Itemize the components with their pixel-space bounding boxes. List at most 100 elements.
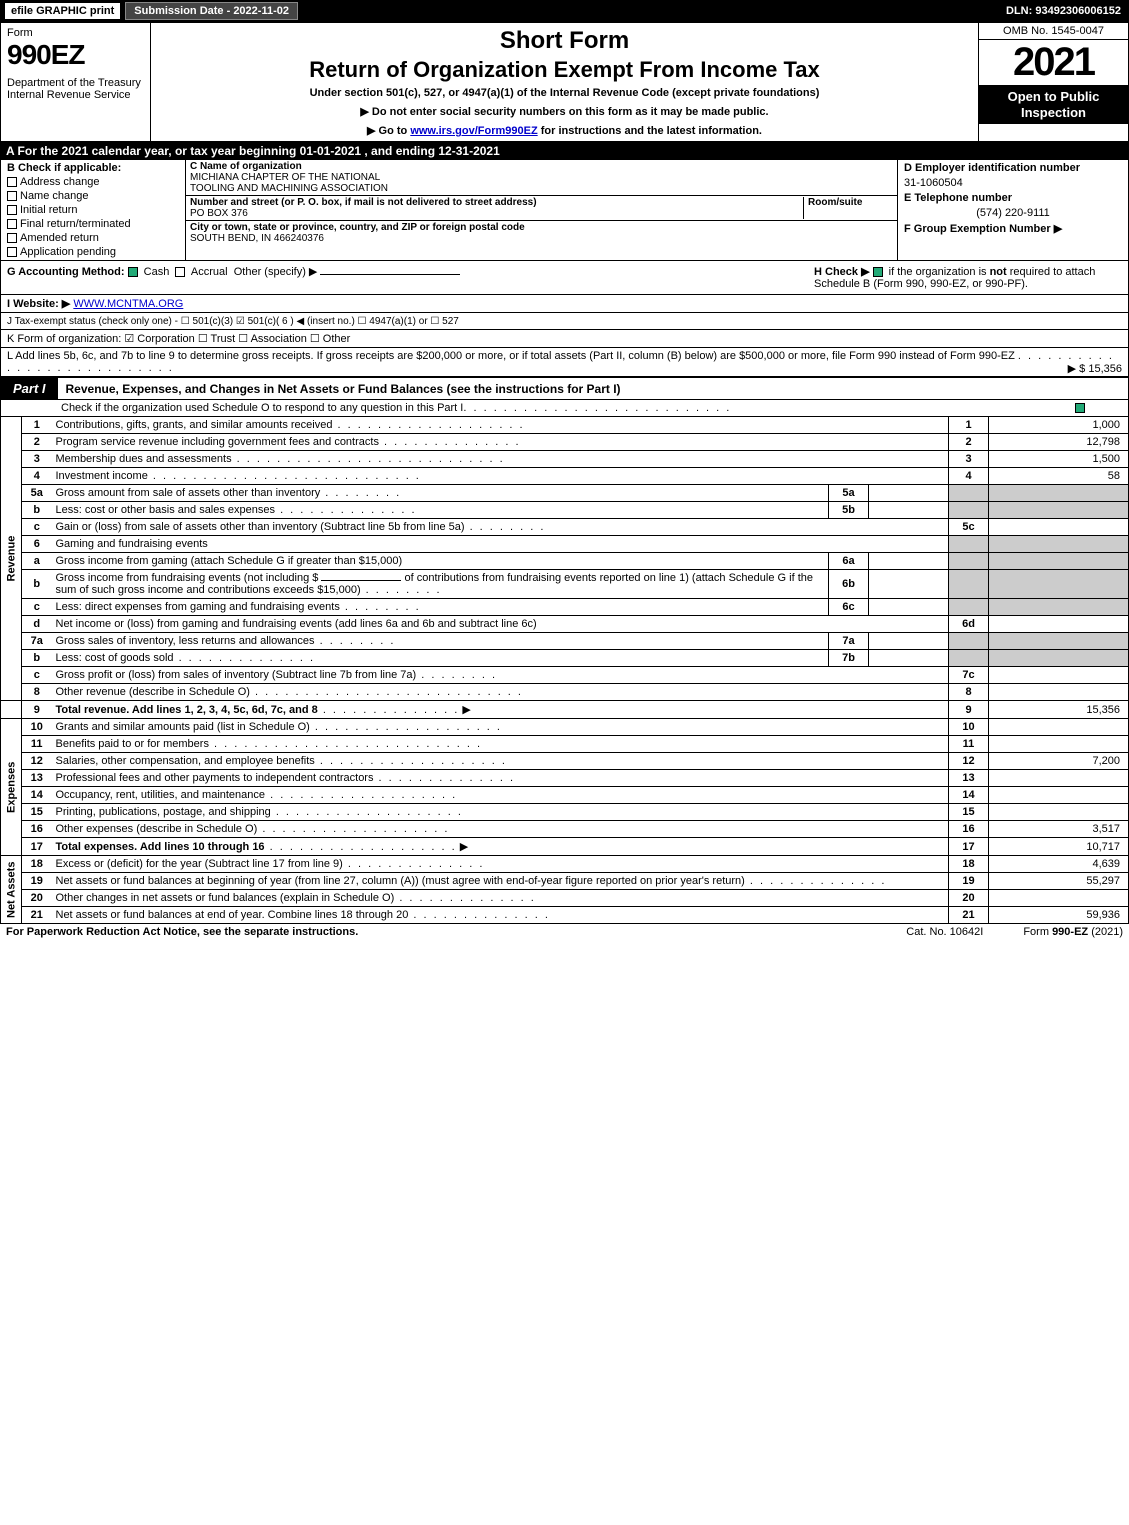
- l11-val: [989, 736, 1129, 753]
- l15-val: [989, 804, 1129, 821]
- part-1-sub-dots: [463, 402, 731, 414]
- l3-desc: Membership dues and assessments: [56, 453, 232, 465]
- l15-num: 15: [22, 804, 52, 821]
- l6a-desc: Gross income from gaming (attach Schedul…: [52, 553, 829, 570]
- part-1-header: Part I Revenue, Expenses, and Changes in…: [0, 377, 1129, 400]
- l4-rnum: 4: [949, 468, 989, 485]
- l6a-sub: 6a: [829, 553, 869, 570]
- other-specify-input[interactable]: [320, 274, 460, 275]
- chk-final-return[interactable]: Final return/terminated: [7, 218, 179, 230]
- line-21: 21 Net assets or fund balances at end of…: [1, 907, 1129, 924]
- chk-accrual[interactable]: [175, 267, 185, 277]
- l5c-val: [989, 519, 1129, 536]
- l20-rnum: 20: [949, 890, 989, 907]
- line-15: 15 Printing, publications, postage, and …: [1, 804, 1129, 821]
- l5b-rnum: [949, 502, 989, 519]
- chk-initial-return[interactable]: Initial return: [7, 204, 179, 216]
- form-label: Form: [7, 27, 144, 39]
- l5b-rval: [989, 502, 1129, 519]
- omb-label: OMB No. 1545-0047: [979, 23, 1128, 40]
- l7a-num: 7a: [22, 633, 52, 650]
- l7a-desc: Gross sales of inventory, less returns a…: [56, 635, 315, 647]
- topbar-left: efile GRAPHIC print Submission Date - 20…: [0, 2, 298, 20]
- l20-num: 20: [22, 890, 52, 907]
- footer-center: Cat. No. 10642I: [906, 926, 983, 938]
- l8-num: 8: [22, 684, 52, 701]
- l6c-num: c: [22, 599, 52, 616]
- l14-rnum: 14: [949, 787, 989, 804]
- line-5c: c Gain or (loss) from sale of assets oth…: [1, 519, 1129, 536]
- l6a-rnum: [949, 553, 989, 570]
- line-11: 11 Benefits paid to or for members 11: [1, 736, 1129, 753]
- l11-num: 11: [22, 736, 52, 753]
- row-j: J Tax-exempt status (check only one) - ☐…: [0, 313, 1129, 330]
- chk-address-change[interactable]: Address change: [7, 176, 179, 188]
- l7b-rnum: [949, 650, 989, 667]
- header-left: Form 990EZ Department of the Treasury In…: [1, 23, 151, 141]
- l2-rnum: 2: [949, 434, 989, 451]
- city-state-zip: SOUTH BEND, IN 466240376: [190, 233, 324, 244]
- l8-val: [989, 684, 1129, 701]
- l13-val: [989, 770, 1129, 787]
- row-k: K Form of organization: ☑ Corporation ☐ …: [0, 330, 1129, 348]
- form-title: Return of Organization Exempt From Incom…: [159, 57, 970, 83]
- l7a-subval[interactable]: [869, 633, 949, 650]
- l3-val: 1,500: [989, 451, 1129, 468]
- l5a-subval[interactable]: [869, 485, 949, 502]
- l4-val: 58: [989, 468, 1129, 485]
- irs-link[interactable]: www.irs.gov/Form990EZ: [410, 125, 537, 137]
- l19-num: 19: [22, 873, 52, 890]
- note-link: ▶ Go to www.irs.gov/Form990EZ for instru…: [159, 124, 970, 137]
- l5b-subval[interactable]: [869, 502, 949, 519]
- l6c-subval[interactable]: [869, 599, 949, 616]
- footer-right: Form 990-EZ (2021): [1023, 926, 1123, 938]
- l7b-num: b: [22, 650, 52, 667]
- line-3: 3 Membership dues and assessments 3 1,50…: [1, 451, 1129, 468]
- l9-val: 15,356: [989, 701, 1129, 719]
- department-label: Department of the Treasury Internal Reve…: [7, 77, 144, 101]
- l18-desc: Excess or (deficit) for the year (Subtra…: [56, 858, 343, 870]
- l9-num: 9: [22, 701, 52, 719]
- chk-cash[interactable]: [128, 267, 138, 277]
- part-1-checkbox[interactable]: [1075, 402, 1088, 414]
- l6a-rval: [989, 553, 1129, 570]
- l6b-blank[interactable]: [321, 580, 401, 581]
- efile-print-button[interactable]: efile GRAPHIC print: [4, 2, 121, 20]
- l6-num: 6: [22, 536, 52, 553]
- part-1-sub: Check if the organization used Schedule …: [0, 400, 1129, 417]
- l-amount: ▶ $ 15,356: [1068, 362, 1122, 375]
- chk-name-change[interactable]: Name change: [7, 190, 179, 202]
- l1-val: 1,000: [989, 417, 1129, 434]
- row-a-tax-year: A For the 2021 calendar year, or tax yea…: [0, 142, 1129, 160]
- l7b-subval[interactable]: [869, 650, 949, 667]
- website-link[interactable]: WWW.MCNTMA.ORG: [73, 298, 183, 310]
- line-17: 17 Total expenses. Add lines 10 through …: [1, 838, 1129, 856]
- l5a-rval: [989, 485, 1129, 502]
- street-address: PO BOX 376: [190, 208, 248, 219]
- l6a-subval[interactable]: [869, 553, 949, 570]
- l18-rnum: 18: [949, 856, 989, 873]
- l5a-desc: Gross amount from sale of assets other t…: [56, 487, 321, 499]
- submission-date-button[interactable]: Submission Date - 2022-11-02: [125, 2, 298, 20]
- accrual-label: Accrual: [191, 266, 228, 278]
- l5b-num: b: [22, 502, 52, 519]
- l6d-val: [989, 616, 1129, 633]
- l6c-sub: 6c: [829, 599, 869, 616]
- box-b: B Check if applicable: Address change Na…: [1, 160, 186, 260]
- h-not: not: [990, 266, 1007, 278]
- l21-val: 59,936: [989, 907, 1129, 924]
- chk-amended-return[interactable]: Amended return: [7, 232, 179, 244]
- l6b-subval[interactable]: [869, 570, 949, 599]
- l5c-rnum: 5c: [949, 519, 989, 536]
- l6-rnum: [949, 536, 989, 553]
- l12-val: 7,200: [989, 753, 1129, 770]
- line-1: Revenue 1 Contributions, gifts, grants, …: [1, 417, 1129, 434]
- chk-h-not-required[interactable]: [873, 267, 883, 277]
- page-footer: For Paperwork Reduction Act Notice, see …: [0, 924, 1129, 940]
- line-5a: 5a Gross amount from sale of assets othe…: [1, 485, 1129, 502]
- l18-num: 18: [22, 856, 52, 873]
- l19-desc: Net assets or fund balances at beginning…: [56, 875, 745, 887]
- chk-application-pending[interactable]: Application pending: [7, 246, 179, 258]
- line-7b: b Less: cost of goods sold 7b: [1, 650, 1129, 667]
- box-b-title: B Check if applicable:: [7, 162, 179, 174]
